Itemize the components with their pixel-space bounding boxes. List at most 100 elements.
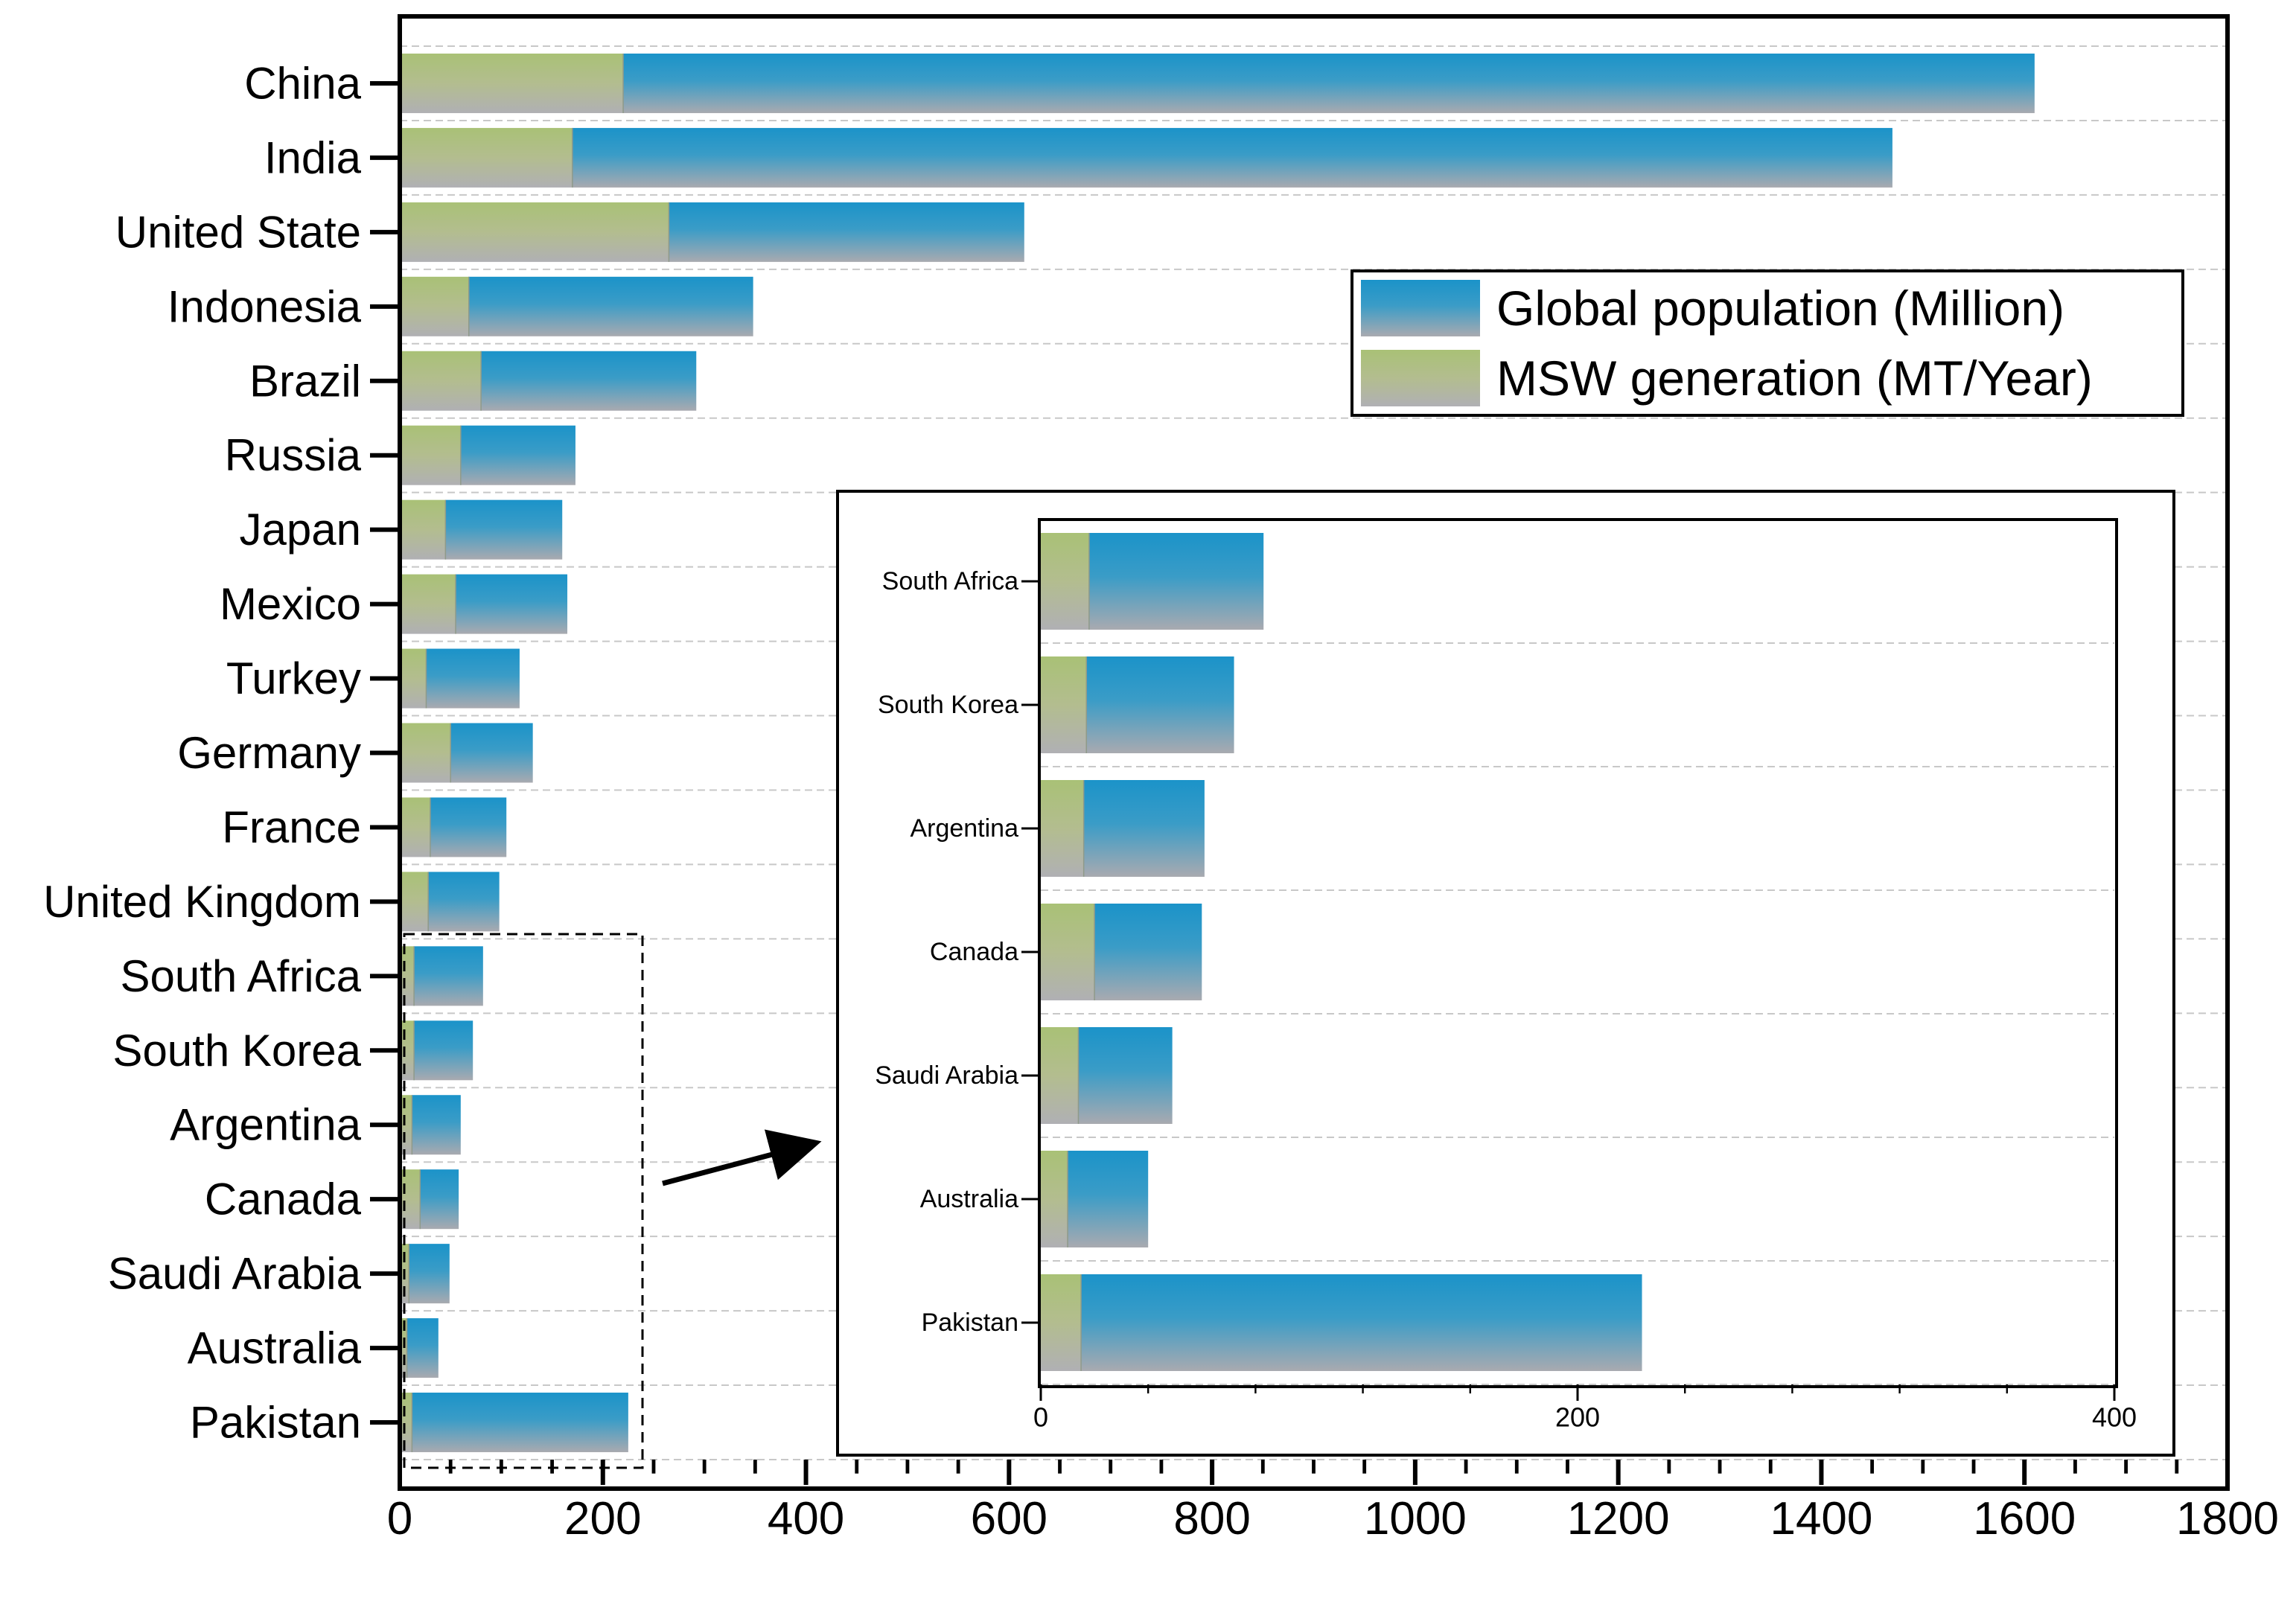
main-bar-msw-mexico (400, 574, 456, 634)
main-category-label-argentina: Argentina (170, 1100, 361, 1150)
main-bar-population-france (430, 797, 507, 857)
main-bar-population-russia (460, 425, 575, 485)
inset-category-label-saudi-arabia: Saudi Arabia (875, 1061, 1018, 1090)
main-bar-population-turkey (426, 648, 520, 709)
main-category-label-canada: Canada (205, 1175, 362, 1224)
main-bar-population-india (572, 127, 1892, 188)
inset-bar-population-argentina (1083, 780, 1205, 877)
main-bar-population-mexico (456, 574, 568, 634)
inset-bar-msw-canada (1041, 904, 1095, 1000)
inset-x-axis: 0 200 400 (1033, 1384, 2137, 1432)
main-category-label-japan: Japan (240, 505, 361, 555)
inset-gridlines (1041, 519, 2114, 1385)
inset-bar-population-pakistan (1081, 1274, 1642, 1371)
main-bar-msw-australia (400, 1318, 407, 1378)
highlight-dashed-box (403, 933, 644, 1469)
main-bar-msw-canada (400, 1169, 421, 1230)
inset-bar-msw-australia (1041, 1151, 1068, 1247)
main-category-label-mexico: Mexico (220, 579, 361, 629)
main-bar-msw-china (400, 53, 624, 113)
main-bar-population-canada (420, 1169, 459, 1230)
inset-xtick-label: 200 (1555, 1402, 1600, 1432)
main-category-label-germany: Germany (177, 728, 361, 778)
main-bar-msw-russia (400, 425, 461, 485)
zoom-arrow (662, 1129, 822, 1186)
main-bar-population-china (623, 53, 2035, 113)
inset-chart: South Africa South Korea Argentina Canada Sa… (836, 490, 2175, 1457)
main-category-label-australia: Australia (188, 1323, 362, 1373)
main-category-label-indonesia: Indonesia (168, 281, 362, 331)
main-category-label-brazil: Brazil (249, 356, 361, 406)
main-gridlines (400, 45, 2228, 1460)
main-bar-msw-india (400, 127, 573, 188)
main-bar-msw-turkey (400, 648, 427, 709)
main-x-axis: 0 200 400 600 800 1000 1200 1400 1600 1800 (387, 1460, 2279, 1544)
inset-xtick-label: 400 (2092, 1402, 2137, 1432)
inset-bar-population-south-africa (1088, 533, 1264, 630)
main-xtick-label: 0 (387, 1493, 412, 1544)
inset-category-label-argentina: Argentina (910, 814, 1018, 843)
main-category-label-united-state: United State (115, 207, 361, 257)
inset-bar-population-australia (1068, 1151, 1149, 1247)
main-category-label-china: China (244, 58, 361, 108)
main-bar-population-south-africa (414, 946, 483, 1006)
main-bar-population-brazil (481, 351, 697, 411)
main-category-label-russia: Russia (225, 430, 362, 480)
inset-category-label-south-africa: South Africa (882, 567, 1018, 595)
main-bar-msw-united-state (400, 202, 669, 262)
main-bar-population-argentina (412, 1095, 461, 1155)
main-bar-population-south-korea (414, 1020, 473, 1081)
inset-bar-msw-pakistan (1041, 1274, 1082, 1371)
main-category-label-france: France (222, 802, 361, 852)
inset-bar-population-south-korea (1086, 656, 1234, 753)
main-category-label-pakistan: Pakistan (190, 1398, 361, 1448)
main-bar-msw-pakistan (400, 1393, 412, 1453)
main-chart: China India United State Indonesia Brazil Rus… (43, 14, 2279, 1544)
main-category-label-saudi-arabia: Saudi Arabia (108, 1249, 362, 1299)
main-xtick-label: 600 (971, 1493, 1047, 1544)
main-bar-msw-germany (400, 723, 451, 783)
legend-label-msw: MSW generation (MT/Year) (1496, 351, 2093, 406)
inset-bar-msw-south-africa (1041, 533, 1089, 630)
main-bar-msw-france (400, 797, 430, 857)
main-xtick-label: 1600 (1973, 1493, 2076, 1544)
main-bar-population-japan (445, 499, 563, 560)
main-bar-population-germany (450, 723, 533, 783)
inset-bar-population-canada (1094, 904, 1202, 1000)
inset-category-label-pakistan: Pakistan (922, 1309, 1018, 1337)
main-bar-population-united-state (669, 202, 1024, 262)
main-bar-msw-brazil (400, 351, 482, 411)
main-xtick-label: 800 (1173, 1493, 1250, 1544)
inset-bar-population-saudi-arabia (1078, 1027, 1173, 1124)
legend-frame (1351, 269, 2184, 417)
main-bar-population-pakistan (412, 1393, 628, 1453)
inset-bars (1041, 533, 1642, 1371)
main-bar-msw-japan (400, 499, 446, 560)
main-xtick-label: 200 (564, 1493, 641, 1544)
main-bar-msw-united-kingdom (400, 872, 429, 932)
main-xtick-label: 1000 (1364, 1493, 1467, 1544)
inset-category-label-south-korea: South Korea (878, 691, 1018, 719)
inset-y-axis: South Africa South Korea Argentina Canada Sa… (875, 567, 1041, 1337)
main-bar-population-saudi-arabia (409, 1244, 450, 1304)
inset-category-label-canada: Canada (930, 938, 1018, 966)
main-bar-msw-argentina (400, 1095, 412, 1155)
main-category-label-india: India (264, 132, 362, 182)
main-category-label-turkey: Turkey (226, 654, 361, 703)
main-bar-population-indonesia (468, 276, 753, 336)
main-category-label-south-korea: South Korea (112, 1026, 361, 1076)
legend: Global population (Million) MSW generati… (1351, 269, 2184, 417)
inset-xtick-label: 0 (1033, 1402, 1048, 1432)
main-xtick-label: 1400 (1770, 1493, 1872, 1544)
main-bars (400, 53, 2035, 1453)
inset-bar-msw-south-korea (1041, 656, 1087, 753)
legend-swatch-msw (1361, 350, 1480, 406)
main-bar-population-united-kingdom (428, 872, 500, 932)
main-category-label-united-kingdom: United Kingdom (43, 877, 361, 927)
main-bar-population-australia (406, 1318, 439, 1378)
main-category-label-south-africa: South Africa (120, 951, 361, 1001)
main-xtick-label: 1800 (2176, 1493, 2279, 1544)
main-bar-msw-indonesia (400, 276, 469, 336)
inset-category-label-australia: Australia (920, 1185, 1018, 1213)
